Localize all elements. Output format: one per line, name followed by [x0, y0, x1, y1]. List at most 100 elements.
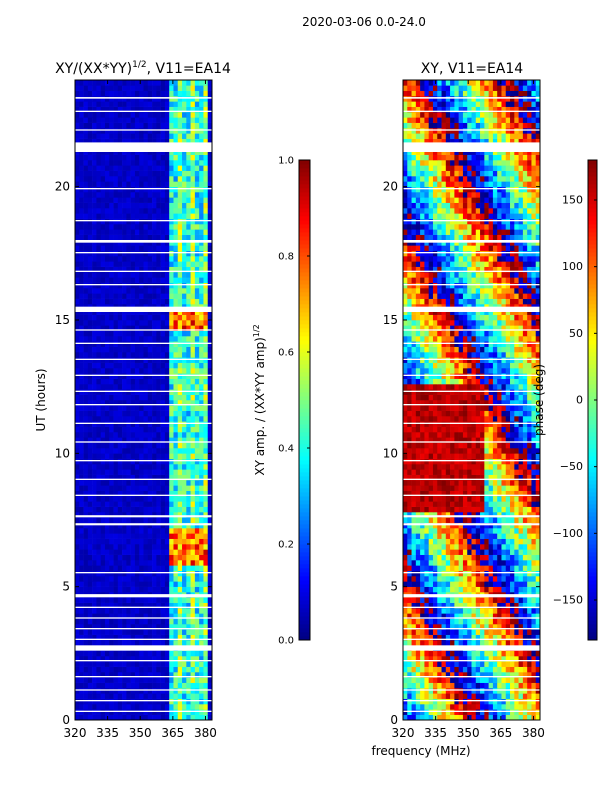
amp-cell — [83, 549, 89, 555]
amp-cell — [186, 336, 191, 342]
colorbar-step — [299, 396, 310, 401]
phase-cell — [458, 656, 464, 662]
colorbar-step — [299, 224, 310, 229]
phase-cell — [450, 565, 455, 571]
amp-cell — [169, 224, 174, 230]
amp-cell — [96, 549, 101, 555]
amp-cell — [126, 282, 131, 289]
amp-cell — [104, 597, 110, 603]
amp-cell — [152, 672, 157, 678]
phase-cell — [454, 693, 459, 699]
amp-cell — [126, 405, 131, 411]
amp-cell — [109, 346, 114, 353]
amp-cell — [104, 634, 110, 641]
amp-cell — [194, 128, 200, 134]
phase-cell — [462, 682, 468, 689]
amp-cell — [96, 608, 101, 614]
phase-cell — [522, 586, 528, 593]
amp-cell — [134, 613, 140, 619]
amp-cell — [79, 261, 84, 267]
amp-cell — [75, 245, 80, 251]
amp-cell — [143, 234, 149, 241]
amp-cell — [92, 538, 97, 545]
amp-cell — [164, 597, 170, 603]
phase-cell — [535, 618, 541, 625]
amp-cell — [134, 517, 140, 523]
amp-cell — [96, 640, 101, 646]
amp-cell — [152, 634, 157, 641]
amp-cell — [117, 533, 123, 539]
amp-cell — [186, 229, 191, 235]
amp-cell — [96, 357, 101, 363]
amp-cell — [96, 410, 101, 417]
amp-cell — [156, 501, 161, 507]
colorbar-tick-label: 0.8 — [278, 252, 294, 263]
amp-cell — [139, 448, 144, 454]
amp-cell — [117, 288, 123, 294]
amp-cell — [126, 186, 131, 193]
phase-cell — [428, 597, 434, 603]
colorbar-tick-label: 0.6 — [278, 348, 294, 359]
amp-cell — [139, 213, 144, 219]
amp-cell — [117, 400, 123, 406]
amp-cell — [96, 160, 101, 166]
phase-cell — [535, 709, 541, 715]
amp-cell — [177, 277, 183, 283]
phase-cell — [462, 677, 468, 683]
amp-cell — [143, 202, 149, 209]
amp-cell — [75, 480, 80, 486]
phase-cell — [407, 602, 412, 609]
phase-cell — [467, 618, 472, 625]
amp-cell — [130, 442, 136, 449]
phase-cell — [403, 618, 408, 625]
amp-cell — [109, 496, 114, 502]
phase-cell — [467, 640, 472, 646]
phase-cell — [475, 608, 481, 614]
phase-cell — [462, 629, 468, 635]
phase-cell — [527, 666, 532, 673]
amp-cell — [87, 528, 93, 534]
amp-cell — [113, 528, 119, 534]
amp-cell — [79, 218, 84, 225]
amp-cell — [164, 330, 170, 337]
amp-cell — [156, 677, 161, 683]
phase-cell — [497, 629, 502, 635]
amp-cell — [203, 421, 209, 427]
amp-cell — [194, 208, 200, 214]
amp-cell — [122, 448, 127, 454]
amp-cell — [147, 458, 153, 465]
amp-cell — [164, 368, 170, 374]
amp-cell — [207, 133, 213, 139]
amp-cell — [182, 277, 187, 283]
amp-cell — [173, 218, 179, 225]
amp-cell — [122, 586, 127, 593]
amp-cell — [199, 634, 204, 641]
amp-cell — [139, 288, 144, 294]
amp-cell — [203, 112, 209, 118]
amp-cell — [186, 506, 191, 513]
amp-cell — [160, 149, 166, 155]
amp-cell — [156, 634, 161, 641]
amp-cell — [147, 597, 153, 603]
amp-cell — [117, 688, 123, 694]
phase-cell — [492, 608, 498, 614]
amp-cell — [143, 389, 149, 395]
amp-cell — [92, 714, 97, 721]
amp-cell — [109, 128, 114, 134]
phase-cell — [450, 661, 455, 667]
amp-cell — [173, 704, 179, 710]
amp-cell — [92, 709, 97, 715]
amp-cell — [173, 176, 179, 182]
phase-cell — [510, 608, 515, 614]
amp-cell — [190, 496, 196, 502]
phase-cell — [471, 698, 477, 705]
amp-cell — [134, 634, 140, 641]
phase-cell — [497, 608, 502, 614]
amp-cell — [113, 480, 119, 486]
phase-cell — [480, 698, 485, 705]
amp-cell — [186, 138, 191, 145]
amp-cell — [194, 325, 200, 331]
phase-cell — [518, 709, 524, 715]
amp-cell — [130, 666, 136, 673]
amp-cell — [83, 554, 89, 561]
